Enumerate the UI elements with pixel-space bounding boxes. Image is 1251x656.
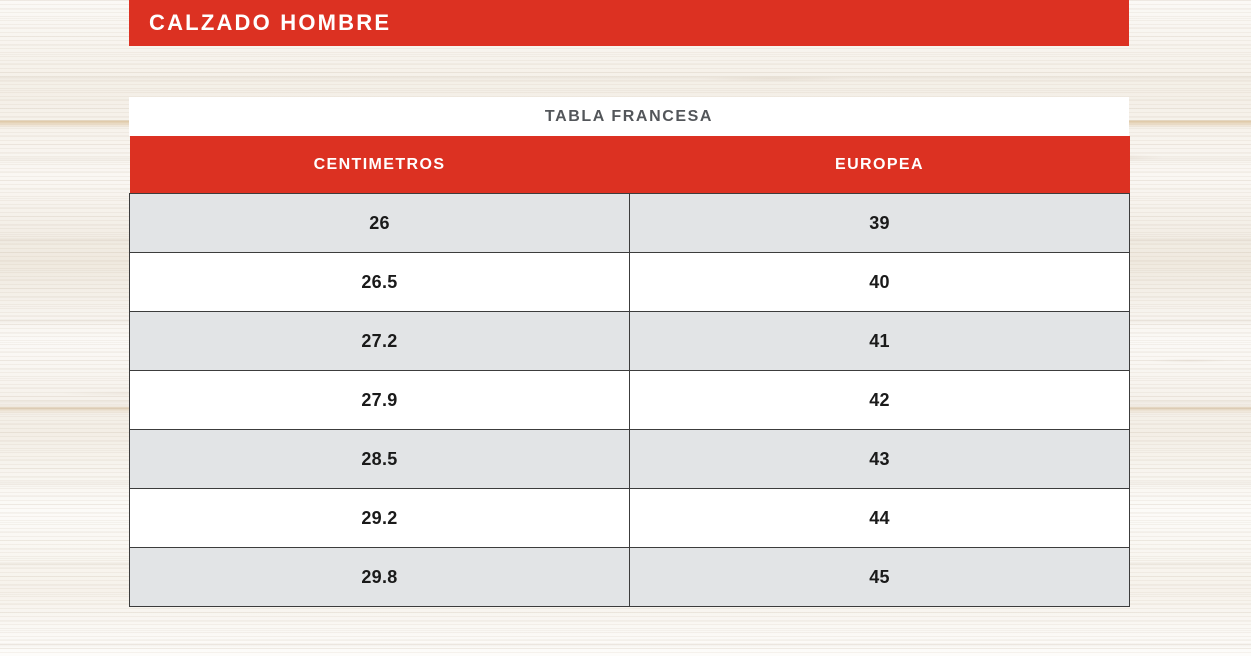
page-title-banner: CALZADO HOMBRE bbox=[129, 0, 1129, 46]
cell-europea: 42 bbox=[629, 370, 1130, 430]
cell-centimetros: 28.5 bbox=[129, 429, 630, 489]
table-row: 27.2 41 bbox=[129, 311, 1130, 371]
cell-centimetros: 29.2 bbox=[129, 488, 630, 548]
size-chart-table-head: CENTIMETROS EUROPEA bbox=[129, 136, 1130, 194]
size-chart-table-body: 26 39 26.5 40 27.2 41 27.9 42 28.5 43 29.2 44 29.8 45 bbox=[129, 193, 1130, 607]
size-chart-subtitle: TABLA FRANCESA bbox=[544, 107, 714, 125]
cell-centimetros: 26.5 bbox=[129, 252, 630, 312]
table-row: 28.5 43 bbox=[129, 429, 1130, 489]
cell-europea: 40 bbox=[629, 252, 1130, 312]
column-header-centimetros: CENTIMETROS bbox=[129, 136, 630, 194]
column-header-europea: EUROPEA bbox=[629, 136, 1130, 194]
cell-europea: 43 bbox=[629, 429, 1130, 489]
table-row: 26.5 40 bbox=[129, 252, 1130, 312]
table-header-row: CENTIMETROS EUROPEA bbox=[129, 136, 1130, 194]
table-row: 29.8 45 bbox=[129, 547, 1130, 607]
table-row: 26 39 bbox=[129, 193, 1130, 253]
cell-centimetros: 27.2 bbox=[129, 311, 630, 371]
table-row: 27.9 42 bbox=[129, 370, 1130, 430]
size-chart-container: TABLA FRANCESA CENTIMETROS EUROPEA 26 39 2… bbox=[129, 97, 1130, 607]
cell-centimetros: 29.8 bbox=[129, 547, 630, 607]
cell-centimetros: 27.9 bbox=[129, 370, 630, 430]
size-chart-table: CENTIMETROS EUROPEA 26 39 26.5 40 27.2 41 27.9… bbox=[129, 136, 1130, 607]
table-row: 29.2 44 bbox=[129, 488, 1130, 548]
cell-europea: 41 bbox=[629, 311, 1130, 371]
cell-centimetros: 26 bbox=[129, 193, 630, 253]
size-chart-subtitle-band: TABLA FRANCESA bbox=[129, 97, 1129, 136]
cell-europea: 39 bbox=[629, 193, 1130, 253]
page-title: CALZADO HOMBRE bbox=[149, 10, 392, 35]
cell-europea: 44 bbox=[629, 488, 1130, 548]
cell-europea: 45 bbox=[629, 547, 1130, 607]
